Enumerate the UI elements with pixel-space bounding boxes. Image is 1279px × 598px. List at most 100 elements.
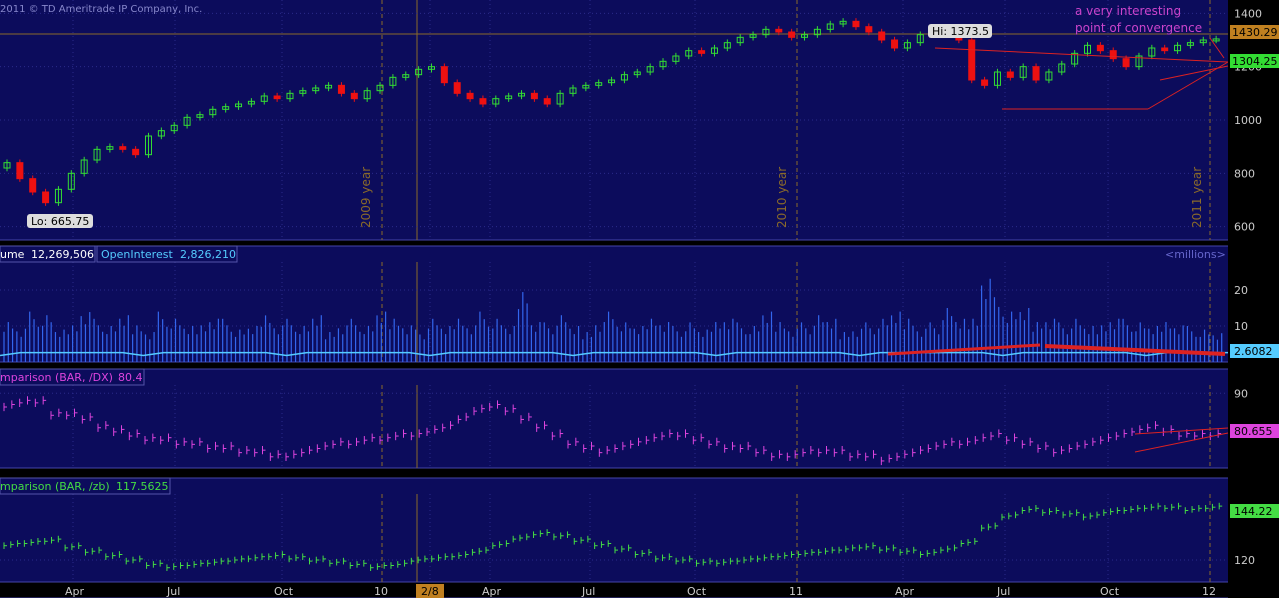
candle xyxy=(1186,42,1194,46)
x-axis-label: 11 xyxy=(789,585,803,598)
x-axis-cursor-badge xyxy=(416,584,444,598)
candle xyxy=(852,20,860,28)
hi-label-text: Hi: 1373.5 xyxy=(932,25,989,38)
open-interest-value: 2,826,210 xyxy=(180,248,236,261)
price-panel[interactable]: 2009 year 2010 year 2011 year Hi: 1373.5 Lo:… xyxy=(0,4,1229,228)
copyright-text: 2011 © TD Ameritrade IP Company, Inc. xyxy=(0,4,202,15)
badge-open-interest xyxy=(1230,344,1279,358)
badge-zb-text: 144.22 xyxy=(1234,505,1273,518)
candle xyxy=(813,28,821,36)
badge-high-level xyxy=(1230,25,1279,39)
trendline-upper xyxy=(934,47,1229,63)
candle xyxy=(1199,39,1207,44)
volume-tick-label: 10 xyxy=(1234,320,1248,333)
candle xyxy=(1084,44,1092,54)
candle xyxy=(736,36,744,44)
candle xyxy=(762,28,770,36)
zb-label-box xyxy=(0,477,171,495)
candle xyxy=(16,162,24,180)
candle xyxy=(1045,71,1053,81)
candle xyxy=(132,148,140,156)
candle xyxy=(1135,55,1143,68)
zb-comparison-panel[interactable] xyxy=(3,502,1223,571)
candle xyxy=(569,87,577,94)
candle xyxy=(710,47,718,54)
candle xyxy=(183,116,191,126)
dx-tick-label: 90 xyxy=(1234,387,1248,400)
candle xyxy=(93,148,101,161)
candle xyxy=(1161,47,1169,52)
price-tick-label: 1400 xyxy=(1234,7,1262,20)
dx-header: mparison (BAR, /DX) 80.4 xyxy=(0,368,145,386)
candle xyxy=(1148,47,1156,57)
badge-open-interest-text: 2.6082 xyxy=(1234,345,1273,358)
candle xyxy=(157,130,165,137)
dx-comparison-panel[interactable] xyxy=(3,396,1229,466)
candle xyxy=(1071,52,1079,65)
candle xyxy=(222,106,230,110)
badge-dx-text: 80.655 xyxy=(1234,425,1273,438)
candle xyxy=(466,92,474,100)
candle xyxy=(235,103,243,108)
candle xyxy=(196,114,204,118)
candle xyxy=(67,172,75,190)
candle xyxy=(801,34,809,38)
panel-separator xyxy=(0,468,1279,478)
candle xyxy=(788,31,796,38)
candle xyxy=(54,188,62,204)
volume-panel[interactable] xyxy=(0,278,1228,362)
dx-label-box xyxy=(0,368,145,386)
lo-label-text: Lo: 665.75 xyxy=(31,215,89,228)
year-marker: 2011 year xyxy=(1190,167,1204,228)
candle xyxy=(273,95,281,100)
candle xyxy=(878,31,886,41)
candle xyxy=(363,90,371,100)
candle xyxy=(286,92,294,100)
x-axis-label: Oct xyxy=(274,585,294,598)
x-axis-cursor-label: 2/8 xyxy=(421,585,439,598)
candle xyxy=(3,162,11,169)
oi-trendline-down xyxy=(1044,344,1226,356)
panel-separator xyxy=(0,582,1279,598)
price-tick-label: 1000 xyxy=(1234,114,1262,127)
candle xyxy=(350,92,358,100)
badge-last-price xyxy=(1230,54,1279,68)
candle xyxy=(106,146,114,150)
y-axes: 6008001000120014001430.291304.2510202.60… xyxy=(1228,0,1279,598)
candle xyxy=(865,26,873,33)
candle xyxy=(646,66,654,73)
trendline-lower xyxy=(1147,61,1229,110)
candle xyxy=(376,84,384,92)
candle xyxy=(209,108,217,116)
volume-label: ume xyxy=(0,248,25,261)
candle xyxy=(993,71,1001,86)
x-axis-label: 10 xyxy=(374,585,388,598)
lo-label-box xyxy=(27,214,93,228)
candle xyxy=(144,135,152,156)
candle xyxy=(839,20,847,25)
candle xyxy=(530,92,538,100)
candle xyxy=(891,39,899,49)
badge-dx xyxy=(1230,424,1279,438)
candle xyxy=(749,34,757,38)
badge-last-price-text: 1304.25 xyxy=(1232,55,1278,68)
candle xyxy=(775,28,783,33)
volume-header: ume 12,269,506 OpenInterest 2,826,210 <m… xyxy=(0,245,1226,263)
candle xyxy=(260,95,268,102)
price-tick-label: 600 xyxy=(1234,221,1255,234)
price-tick-label: 800 xyxy=(1234,167,1255,180)
candle xyxy=(402,74,410,78)
open-interest-label: OpenInterest xyxy=(101,248,173,261)
x-axis-label: Jul xyxy=(581,585,595,598)
volume-units: <millions> xyxy=(1165,248,1226,261)
candle xyxy=(543,98,551,105)
candle xyxy=(633,71,641,76)
panel-separator xyxy=(0,240,1279,246)
candle xyxy=(620,74,628,81)
candle xyxy=(698,50,706,54)
x-axis-label: Jul xyxy=(166,585,180,598)
dx-trendline-lower xyxy=(1134,432,1229,453)
year-marker: 2010 year xyxy=(775,167,789,228)
trendline-channel xyxy=(1159,65,1229,81)
